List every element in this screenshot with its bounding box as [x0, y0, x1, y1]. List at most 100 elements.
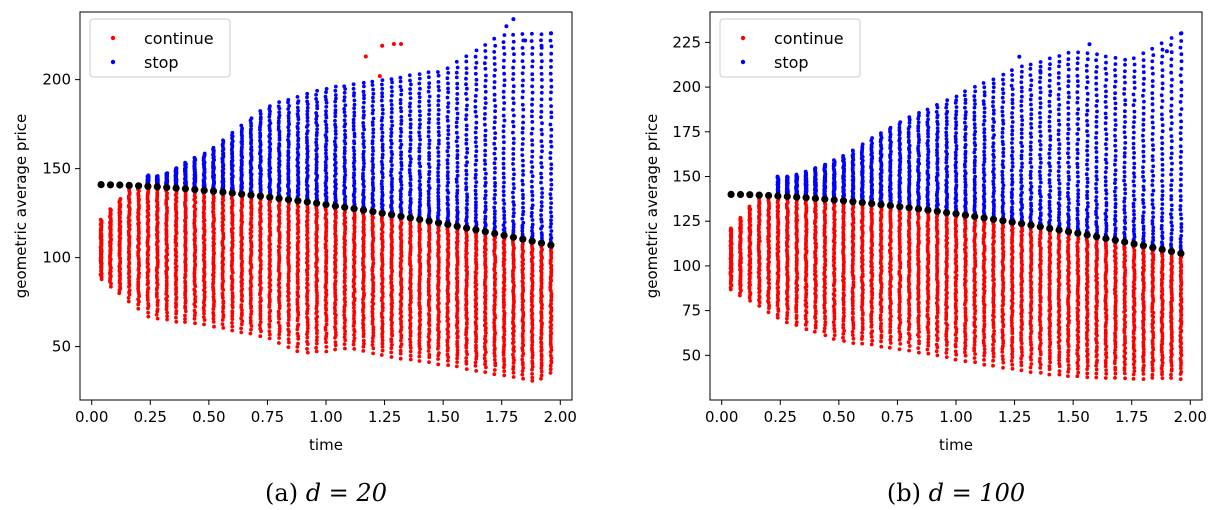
stop-point [529, 131, 534, 136]
stop-point [540, 132, 544, 137]
stop-point [407, 104, 412, 109]
stop-point [371, 87, 375, 92]
continue-point [230, 328, 235, 333]
stop-point [446, 132, 451, 137]
stop-point [474, 48, 479, 53]
stop-point [342, 107, 347, 111]
stop-point [370, 156, 375, 161]
stop-point [474, 120, 479, 125]
continue-point [417, 359, 422, 363]
stop-point [407, 168, 412, 172]
stop-point [426, 125, 431, 130]
stop-point [549, 187, 553, 192]
stop-point [501, 40, 506, 44]
continue-point [183, 295, 188, 300]
continue-point [389, 337, 394, 341]
stop-point [286, 132, 291, 136]
stop-point [446, 145, 451, 150]
stop-point [305, 123, 310, 127]
stop-point [389, 115, 394, 120]
stop-point [324, 87, 329, 91]
stop-point [473, 94, 478, 98]
stop-point [539, 32, 544, 37]
stop-point [539, 127, 544, 132]
stop-point [436, 98, 441, 103]
continue-point [127, 260, 132, 265]
stop-point [417, 99, 422, 104]
stop-point [529, 39, 534, 43]
stop-point [436, 174, 440, 178]
stop-point [427, 112, 431, 117]
stop-point [351, 86, 356, 91]
stop-point [333, 93, 338, 97]
stop-point [426, 179, 431, 184]
stop-point [464, 127, 469, 132]
stop-point [352, 131, 357, 136]
stop-point [511, 130, 515, 135]
stop-point [352, 139, 356, 144]
boundary-point [219, 188, 227, 196]
continue-point [417, 300, 422, 305]
stop-point [520, 83, 525, 88]
stop-point [389, 93, 394, 98]
stop-point [465, 86, 469, 91]
continue-outlier [380, 43, 385, 48]
stop-point [417, 169, 422, 174]
stop-point [493, 166, 497, 171]
continue-point [118, 197, 123, 201]
stop-point [483, 142, 488, 147]
stop-point [474, 135, 478, 140]
boundary-point [397, 212, 405, 220]
continue-point [183, 309, 188, 314]
stop-point [474, 126, 478, 130]
stop-point [446, 86, 450, 91]
stop-point [371, 127, 376, 132]
stop-point [286, 138, 290, 142]
stop-point [492, 80, 497, 84]
continue-point [296, 267, 300, 272]
stop-point [408, 142, 413, 147]
continue-point [333, 340, 338, 345]
stop-point [511, 182, 516, 186]
stop-point [446, 153, 451, 158]
stop-point [427, 103, 432, 108]
stop-point [361, 80, 366, 85]
continue-point [201, 210, 206, 215]
stop-point [530, 52, 535, 56]
stop-point [529, 179, 534, 184]
continue-point [464, 336, 469, 341]
stop-point [445, 184, 450, 188]
continue-point [258, 262, 263, 267]
stop-point [465, 103, 469, 108]
continue-point [324, 340, 328, 345]
stop-point [446, 81, 450, 86]
stop-point [549, 182, 554, 187]
stop-point [380, 175, 385, 180]
stop-point [417, 149, 422, 154]
stop-point [493, 109, 497, 114]
continue-point [156, 239, 160, 244]
continue-point [493, 361, 498, 365]
continue-point [295, 316, 300, 320]
continue-outlier [363, 54, 368, 59]
continue-point [530, 375, 535, 380]
continue-point [483, 334, 488, 338]
continue-point [267, 314, 272, 319]
stop-point [305, 95, 309, 100]
stop-point [295, 105, 300, 110]
stop-point [258, 138, 262, 143]
stop-point [398, 98, 403, 102]
stop-point [390, 176, 394, 181]
stop-point [511, 141, 516, 146]
continue-point [342, 342, 347, 346]
stop-point [362, 127, 366, 132]
stop-point [371, 131, 376, 135]
continue-point [174, 309, 179, 313]
stop-point [549, 110, 554, 115]
continue-point [427, 297, 432, 302]
continue-point [417, 338, 422, 343]
stop-point [418, 122, 422, 127]
stop-point [398, 126, 403, 131]
continue-point [145, 256, 150, 261]
stop-point [511, 84, 516, 89]
